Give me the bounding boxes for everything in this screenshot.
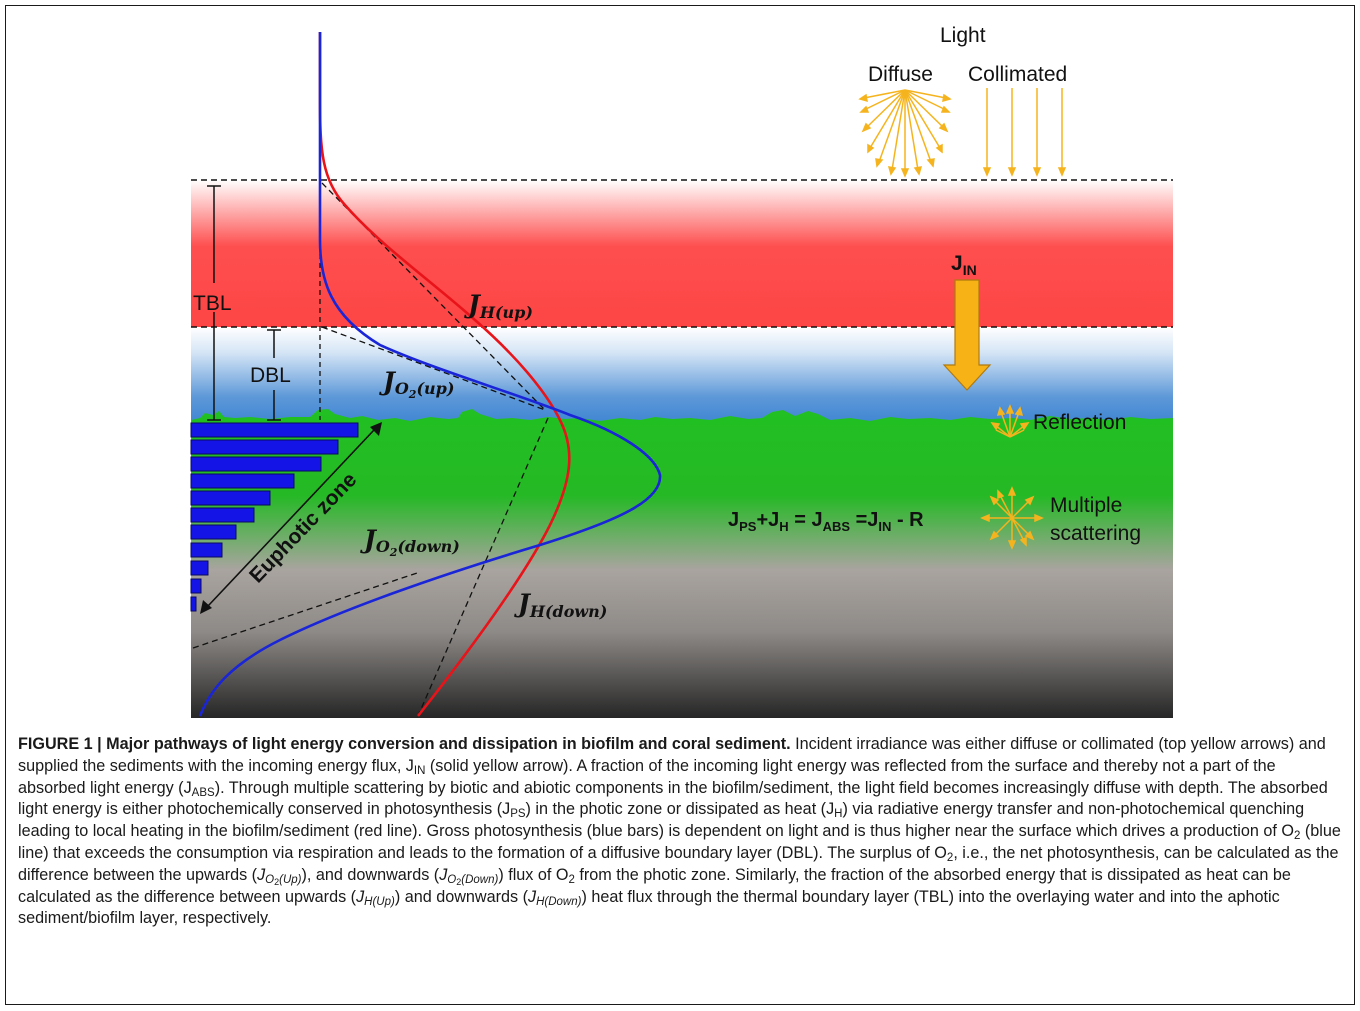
caption-j-o2-up: J: [257, 865, 266, 884]
jo2-down-label-sub2: 2: [389, 546, 398, 559]
dbl-label: DBL: [250, 364, 291, 387]
caption-j-o2-down: J: [439, 865, 448, 884]
jo2-down-label-sub: O: [376, 537, 390, 556]
jo2-up-label-sub: O: [395, 379, 409, 398]
thermal-boundary-layer-zone: [191, 180, 1173, 327]
eq-p2: +J: [756, 509, 779, 531]
caption-sub-o2up-2: 2: [274, 876, 280, 887]
caption-text-7: , i.e., the net photosynthesis, can be c…: [18, 843, 1339, 884]
caption-sub-o2down-o: O2(Down): [447, 874, 498, 886]
caption-sub-h-up: H(Up): [364, 895, 395, 908]
eq-s1: PS: [739, 519, 757, 534]
jh-up-label-j: J: [464, 290, 482, 319]
caption-text-8: ), and downwards (: [301, 865, 440, 884]
jh-down-label-j: J: [514, 589, 532, 618]
caption-sub-o2down-tail: (Down): [461, 873, 499, 886]
caption-sub-abs: ABS: [191, 786, 215, 799]
jin-label-j: J: [951, 252, 963, 275]
bar: [190, 490, 271, 506]
eq-s2: H: [779, 519, 788, 534]
caption-sub-in: IN: [413, 764, 426, 777]
eq-p1: J: [728, 509, 739, 531]
bar: [190, 560, 209, 576]
bar: [190, 507, 255, 523]
caption-sub-o2down-o-text: O: [447, 873, 457, 886]
caption-sub-o2up-o: O2(Up): [265, 874, 301, 886]
energy-balance-equation: JPS+JH = JABS =JIN - R: [728, 509, 924, 534]
diffusive-boundary-layer-zone: [191, 327, 1173, 427]
eq-p4: =J: [850, 509, 878, 531]
reflection-icon: [990, 404, 1030, 438]
jo2-down-label-tail: (down): [397, 537, 459, 556]
caption-text-5: ) via radiative energy transfer and non-…: [18, 800, 1305, 841]
diffuse-light-icon: [858, 89, 952, 178]
reflection-label: Reflection: [1033, 411, 1126, 434]
jin-label-sub: IN: [963, 262, 977, 278]
caption-sub-o2-b: 2: [946, 851, 954, 864]
figure-diagram: TBL DBL Euphotic zone: [190, 24, 1173, 718]
caption-sub-h-down: H(Down): [536, 895, 582, 908]
multiple-label: Multiple: [1050, 494, 1122, 517]
bar: [190, 524, 237, 540]
figure-caption: FIGURE 1 | Major pathways of light energ…: [18, 734, 1344, 930]
scattering-label: scattering: [1050, 522, 1141, 545]
jh-down-label: JH(down): [514, 589, 607, 621]
collimated-light-icon: [982, 88, 1067, 177]
gross-photosynthesis-bars: [190, 422, 359, 612]
bar: [190, 422, 359, 438]
bar: [190, 473, 295, 489]
bar: [190, 578, 202, 594]
oxygen-profile-line: [198, 32, 662, 717]
caption-text-9: ) flux of O: [498, 865, 569, 884]
caption-j-h-up: J: [356, 887, 365, 906]
jo2-up-label-j: J: [379, 367, 397, 396]
bar: [190, 439, 339, 455]
jh-down-label-sub: H(down): [529, 602, 608, 621]
jin-arrow: [942, 279, 992, 391]
bar: [190, 596, 197, 612]
jo2-up-label: JO2(up): [379, 367, 454, 401]
caption-sub-o2up-tail: (Up): [279, 873, 302, 886]
scattering-icon: [980, 486, 1044, 550]
jo2-down-label: JO2(down): [360, 525, 460, 559]
jo2-up-label-sub2: 2: [408, 388, 417, 401]
tbl-bracket: [207, 185, 221, 421]
eq-p5: - R: [891, 509, 924, 531]
diffuse-label: Diffuse: [868, 63, 933, 86]
jo2-down-label-j: J: [360, 525, 378, 554]
caption-sub-o2up-o-text: O: [265, 873, 275, 886]
caption-sub-h: H: [834, 808, 843, 821]
sediment-layer: [191, 409, 1173, 718]
caption-text-4: ) in the photic zone or dissipated as he…: [525, 800, 835, 819]
eq-p3: = J: [789, 509, 823, 531]
collimated-label: Collimated: [968, 63, 1067, 86]
caption-sub-o2down-2: 2: [456, 876, 462, 887]
heat-profile-line: [318, 32, 571, 717]
caption-sub-o2-c: 2: [568, 873, 575, 886]
caption-text-1: Incident irradiance was either diffuse o…: [18, 735, 1326, 775]
caption-j-h-down: J: [528, 887, 537, 906]
dbl-bracket: [267, 329, 281, 421]
jh-up-label-sub: H(up): [479, 303, 533, 322]
caption-text-2: (solid yellow arrow). A fraction of the …: [18, 756, 1276, 797]
eq-s4: IN: [878, 519, 891, 534]
jin-label: JIN: [951, 252, 977, 278]
caption-text-6: (blue line) that exceeds the consumption…: [18, 822, 1341, 862]
caption-text-3: ). Through multiple scattering by biotic…: [18, 778, 1328, 819]
figure-frame: [5, 5, 1355, 1005]
bar: [190, 456, 322, 472]
jh-up-label: JH(up): [464, 290, 533, 322]
caption-title: FIGURE 1 | Major pathways of light energ…: [18, 735, 791, 753]
light-label: Light: [940, 24, 986, 47]
caption-text-10: from the photic zone. Similarly, the fra…: [18, 865, 1291, 906]
caption-sub-ps: PS: [510, 808, 526, 821]
jo2-up-label-tail: (up): [416, 379, 454, 398]
bar: [190, 542, 223, 558]
tbl-label: TBL: [193, 292, 232, 315]
caption-text-11: ) and downwards (: [394, 887, 528, 906]
caption-sub-o2-a: 2: [1293, 830, 1301, 843]
caption-text-12: ) heat flux through the thermal boundary…: [18, 887, 1280, 928]
eq-s3: ABS: [823, 519, 851, 534]
euphotic-zone-arrow: [200, 422, 382, 614]
